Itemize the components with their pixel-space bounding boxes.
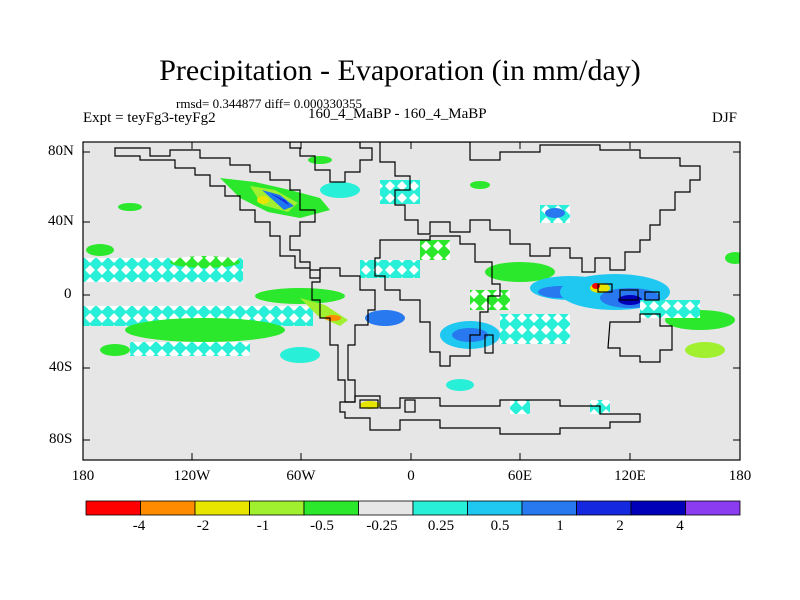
colorbar-swatch: [303, 500, 359, 516]
africa-outline: [374, 235, 501, 367]
colorbar-swatch: [194, 500, 250, 516]
lat-tick-label: 0: [64, 286, 72, 302]
colorbar-swatch: [467, 500, 523, 516]
rmsd-diff-stats: rmsd= 0.344877 diff= 0.000330355: [176, 96, 362, 111]
green-patch: [125, 318, 285, 342]
lat-tick-label: 40S: [49, 359, 73, 375]
eurasia-outline: [379, 142, 701, 273]
colorbar-swatch: [521, 500, 577, 516]
colorbar-swatch: [412, 500, 468, 516]
colorbar: [85, 500, 741, 516]
colorbar-swatch: [576, 500, 632, 516]
lon-tick-label: 180: [728, 468, 752, 484]
lat-tick-label: 80S: [49, 431, 73, 447]
colorbar-swatch: [140, 500, 196, 516]
colorbar-swatch: [358, 500, 414, 516]
colorbar-label: 2: [616, 518, 624, 534]
season-label: DJF: [712, 110, 738, 126]
colorbar-label: 0.25: [427, 518, 455, 534]
colorbar-label: 4: [676, 518, 684, 534]
chart-title: Precipitation - Evaporation (in mm/day): [159, 54, 641, 87]
colorbar-label: -4: [132, 518, 146, 534]
greenland-outline: [289, 142, 373, 183]
antarctica-outline: [339, 395, 641, 435]
colorbar-label: -0.25: [366, 518, 398, 534]
lat-tick-label: 40N: [48, 213, 74, 229]
colorbar-swatch: [85, 500, 141, 516]
lon-tick-label: 60E: [507, 468, 533, 484]
experiment-label: Expt = teyFg3-teyFg2: [83, 110, 216, 126]
colorbar-swatch: [249, 500, 305, 516]
colorbar-swatch: [685, 500, 741, 516]
lat-tick-label: 80N: [48, 143, 74, 159]
axis-ticks: [82, 142, 741, 460]
lon-tick-label: 120E: [614, 468, 646, 484]
colorbar-swatch: [630, 500, 686, 516]
lon-tick-label: 60W: [286, 468, 316, 484]
case-names: 160_4_MaBP - 160_4_MaBP: [308, 106, 487, 122]
lon-tick-label: 180: [71, 468, 95, 484]
colorbar-label: -0.5: [310, 518, 334, 534]
field-layer: [83, 156, 740, 414]
south-america-outline: [311, 267, 376, 403]
colorbar-label: -1: [256, 518, 270, 534]
coastlines: [114, 142, 701, 435]
colorbar-label: 0.5: [490, 518, 510, 534]
australia-outline: [607, 313, 673, 363]
lon-tick-label: 0: [407, 468, 415, 484]
colorbar-label: -2: [196, 518, 210, 534]
colorbar-label: 1: [556, 518, 564, 534]
lon-tick-label: 120W: [173, 468, 211, 484]
north-america-outline: [114, 147, 321, 279]
